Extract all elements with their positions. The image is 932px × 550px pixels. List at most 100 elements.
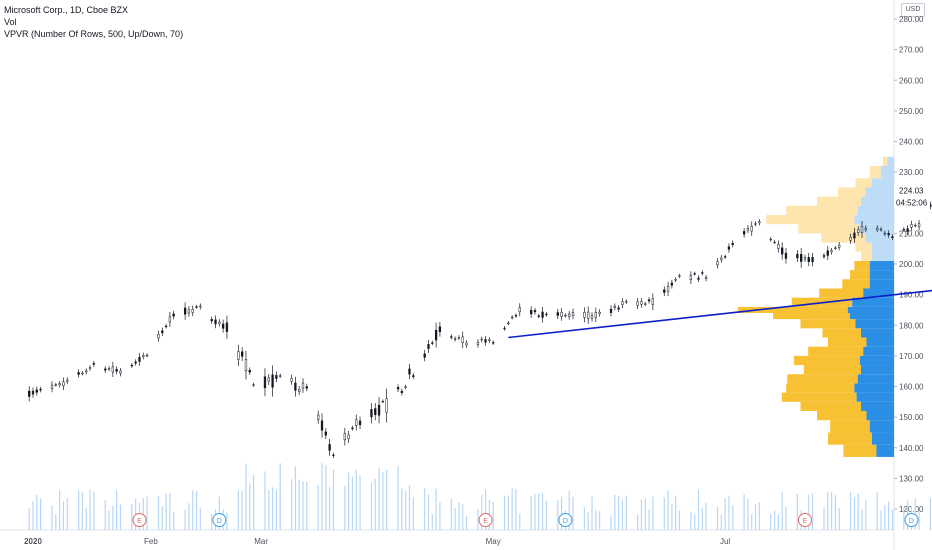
vpvr-up-bar (861, 365, 894, 375)
volume-bar (880, 510, 882, 530)
volume-bar (830, 491, 833, 530)
candle-body (457, 337, 461, 339)
candle-body (777, 244, 780, 249)
volume-bar (587, 512, 589, 530)
volume-bar (618, 495, 620, 530)
dividend-badge[interactable] (212, 513, 227, 527)
earnings-badge[interactable] (797, 513, 812, 527)
candle-body (663, 289, 666, 293)
candle-body (860, 226, 864, 233)
vpvr-up-bar (872, 251, 894, 261)
volume-bar (294, 466, 296, 530)
candle-body (92, 363, 95, 365)
candle-body (491, 342, 495, 344)
vpvr-up-bar (855, 319, 894, 329)
volume-bar (663, 497, 665, 530)
candle-body (317, 414, 320, 420)
price-tick-label: 250.00 (899, 107, 924, 116)
time-tick-label: Mar (254, 537, 268, 546)
volume-bar (599, 511, 601, 530)
volume-bar (667, 490, 669, 530)
volume-bar (918, 510, 920, 530)
volume-bar (747, 499, 749, 530)
price-tick-label: 230.00 (899, 168, 924, 177)
volume-bar (591, 496, 593, 530)
candle-body (887, 232, 890, 236)
volume-bar (173, 511, 175, 530)
volume-bar (454, 508, 456, 530)
candle-body (803, 257, 807, 260)
vpvr-down-bar (800, 319, 856, 329)
candle-body (244, 359, 248, 372)
candle-body (138, 357, 141, 362)
candle-body (225, 322, 229, 332)
dividend-badge[interactable] (904, 513, 919, 527)
candle-body (533, 310, 537, 313)
candle-body (697, 277, 700, 280)
volume-bar (808, 494, 810, 530)
vpvr-up-bar (872, 242, 894, 252)
candle-body (332, 454, 335, 457)
volume-bar (861, 509, 863, 530)
candle-body (66, 379, 69, 382)
earnings-badge[interactable] (478, 513, 493, 527)
volume-bar (302, 481, 304, 530)
countdown-box (894, 196, 930, 209)
candle-body (571, 312, 575, 316)
candle-body (530, 309, 533, 315)
last-price-box (894, 184, 930, 197)
price-tick-label: 280.00 (899, 15, 924, 24)
symbol-title[interactable]: Microsoft Corp., 1D, Cboe BZX (4, 5, 129, 15)
earnings-badge[interactable] (132, 513, 147, 527)
candle-body (674, 279, 677, 281)
vpvr-down-bar (803, 365, 861, 375)
vpvr-up-bar (861, 196, 894, 206)
volume-bar (188, 503, 190, 530)
volume-bar (325, 465, 327, 530)
candle-body (396, 387, 400, 390)
vpvr-down-bar (828, 337, 867, 347)
volume-bar (226, 512, 228, 530)
vpvr-up-bar (863, 346, 894, 356)
candle-body (301, 382, 305, 389)
volume-bar (85, 507, 87, 530)
candle-body (324, 431, 327, 436)
volume-bar (671, 504, 673, 530)
dividend-badge[interactable] (558, 513, 573, 527)
volume-bar (112, 505, 114, 530)
candle-body (598, 311, 601, 315)
vpvr-up-bar (865, 187, 894, 197)
candle-body (701, 272, 704, 274)
volume-bar (169, 493, 171, 530)
currency-badge[interactable]: USD (901, 3, 925, 17)
volume-bar (264, 471, 266, 530)
volume-bar (754, 503, 757, 530)
volume-bar (888, 501, 890, 530)
volume-bar (32, 501, 34, 530)
trendline[interactable] (508, 200, 932, 339)
candle-body (647, 299, 651, 302)
volume-bar (93, 491, 95, 530)
volume-bar (595, 510, 597, 530)
volume-bar (279, 463, 281, 530)
candle-body (423, 353, 426, 358)
volume-bar (640, 499, 643, 530)
volume-indicator-label[interactable]: Vol (4, 17, 17, 27)
volume-bar (777, 514, 779, 530)
candle-body (347, 434, 350, 440)
vpvr-up-bar (869, 279, 894, 289)
price-tick-label: 210.00 (899, 229, 924, 238)
vpvr-up-bar (872, 432, 894, 445)
event-badge-label: D (217, 518, 222, 525)
candle-body (670, 282, 674, 286)
candle-body (830, 250, 833, 253)
vpvr-down-bar (766, 215, 855, 225)
candle-body (237, 351, 240, 360)
candle-body (320, 420, 324, 431)
vpvr-down-bar (854, 260, 870, 271)
candle-body (857, 229, 860, 233)
vpvr-indicator-label[interactable]: VPVR (Number Of Rows, 500, Up/Down, 70) (4, 29, 184, 39)
candle-body (590, 315, 594, 319)
volume-bar (728, 495, 730, 530)
